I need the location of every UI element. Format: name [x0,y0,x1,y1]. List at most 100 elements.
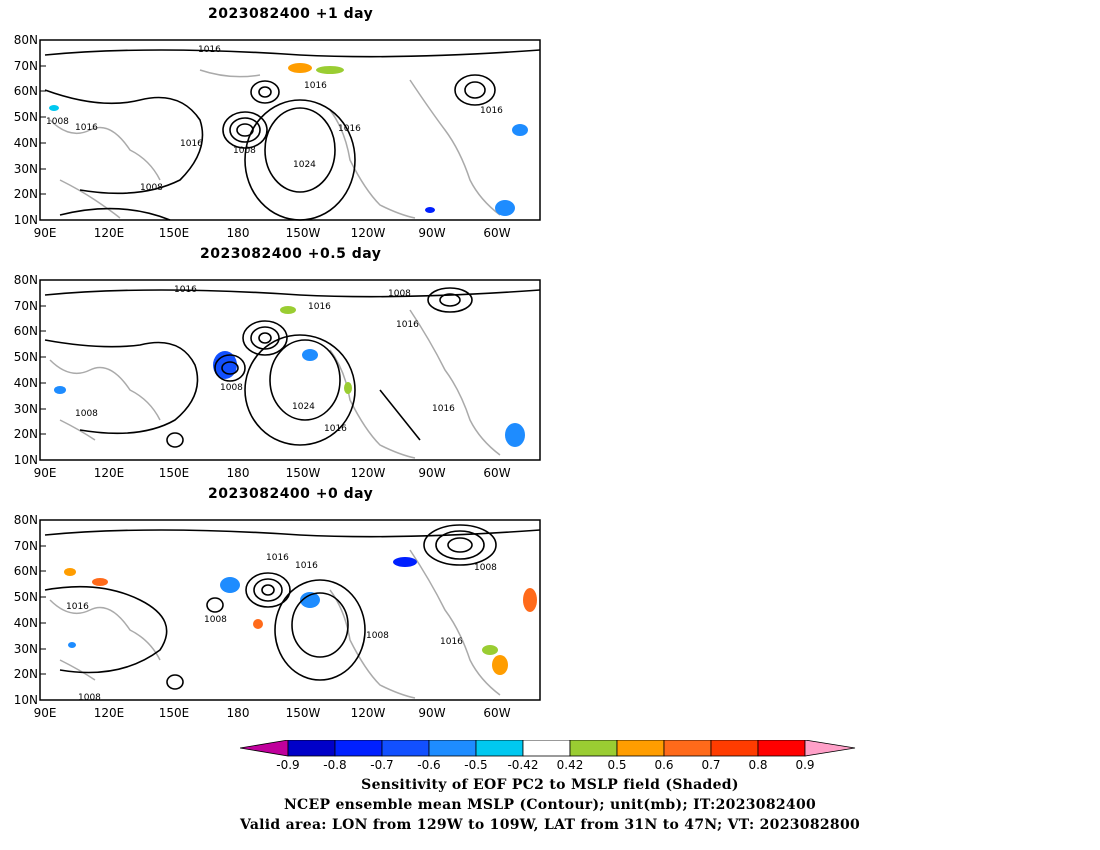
map-frame [39,39,541,221]
lon-labels: 90E 120E 150E 180 150W 120W 90W 60W [34,466,511,480]
colorbar-bin [475,739,524,757]
colorbar-bin [381,739,430,757]
svg-text:50N: 50N [14,110,38,124]
svg-text:90E: 90E [34,466,57,480]
svg-text:1008: 1008 [204,615,227,625]
svg-text:180: 180 [227,706,250,720]
svg-text:1016: 1016 [66,602,89,612]
svg-text:1016: 1016 [432,404,455,414]
svg-text:1008: 1008 [474,563,497,573]
mslp-contours [44,287,541,448]
panel-2-title: 2023082400 +0.5 day [200,246,382,262]
map-frame [39,279,541,461]
svg-text:60W: 60W [483,226,510,240]
svg-text:1016: 1016 [198,45,221,55]
svg-text:20N: 20N [14,667,38,681]
colorbar-bin [428,739,477,757]
svg-text:90W: 90W [418,706,445,720]
colorbar-bin [522,739,571,757]
svg-text:30N: 30N [14,402,38,416]
svg-text:180: 180 [227,466,250,480]
svg-text:60N: 60N [14,84,38,98]
svg-text:90W: 90W [418,226,445,240]
svg-text:90E: 90E [34,706,57,720]
svg-text:1016: 1016 [324,424,347,434]
lat-labels: 80N 70N 60N 50N 40N 30N 20N 10N [14,273,38,467]
svg-text:150E: 150E [159,226,190,240]
svg-text:180: 180 [227,226,250,240]
svg-text:120E: 120E [94,226,125,240]
svg-text:1016: 1016 [295,561,318,571]
contour-labels: 1016 1016 1008 1016 1008 1024 1016 1008 … [75,285,455,434]
svg-text:1008: 1008 [220,383,243,393]
colorbar-bin [616,739,665,757]
svg-text:1016: 1016 [174,285,197,295]
colorbar-bin [710,739,759,757]
svg-text:1008: 1008 [78,693,101,703]
svg-text:40N: 40N [14,376,38,390]
svg-text:-0.7: -0.7 [370,758,393,772]
svg-text:120W: 120W [351,706,386,720]
lat-ticks [40,279,46,461]
svg-text:1008: 1008 [75,409,98,419]
svg-text:150W: 150W [286,226,321,240]
shading [54,306,525,447]
coastlines [49,549,501,699]
map-svg-1: 1016 1008 1016 1016 1008 1024 1016 1008 … [14,33,541,240]
lat-ticks [40,519,46,701]
svg-text:1016: 1016 [440,637,463,647]
svg-text:1008: 1008 [140,183,163,193]
svg-text:0.8: 0.8 [748,758,767,772]
svg-text:0.7: 0.7 [701,758,720,772]
svg-text:50N: 50N [14,350,38,364]
svg-text:0.6: 0.6 [654,758,673,772]
svg-text:1016: 1016 [338,124,361,134]
colorbar-labels: -0.9 -0.8 -0.7 -0.6 -0.5 -0.42 0.42 0.5 … [276,758,814,772]
mslp-contours [44,524,541,690]
svg-text:60W: 60W [483,466,510,480]
coastlines [49,309,501,459]
mslp-contours [44,49,541,221]
svg-text:60N: 60N [14,324,38,338]
svg-text:1024: 1024 [292,402,315,412]
shading [64,557,537,675]
svg-text:70N: 70N [14,59,38,73]
panel-1-title: 2023082400 +1 day [208,6,374,22]
map-svg-3: 1016 1016 1016 1008 1008 1016 1008 1008 … [14,513,541,720]
map-panel-1: 1016 1008 1016 1016 1008 1024 1016 1008 … [0,30,560,270]
svg-text:90E: 90E [34,226,57,240]
caption-line-2: NCEP ensemble mean MSLP (Contour); unit(… [283,797,817,813]
svg-text:50N: 50N [14,590,38,604]
map-panel-3: 1016 1016 1016 1008 1008 1016 1008 1008 … [0,510,560,750]
svg-text:1016: 1016 [304,81,327,91]
colorbar-bin [663,739,712,757]
caption-line-1: Sensitivity of EOF PC2 to MSLP field (Sh… [361,777,739,793]
svg-text:150E: 150E [159,706,190,720]
lat-labels: 80N 70N 60N 50N 40N 30N 20N 10N [14,513,38,707]
svg-text:60W: 60W [483,706,510,720]
colorbar-bin [757,739,806,757]
svg-text:1016: 1016 [180,139,203,149]
svg-text:40N: 40N [14,616,38,630]
lat-ticks [40,39,46,221]
svg-text:1008: 1008 [46,117,69,127]
svg-text:-0.6: -0.6 [417,758,440,772]
svg-text:120W: 120W [351,466,386,480]
contour-labels: 1016 1008 1016 1016 1008 1024 1016 1008 … [46,45,503,193]
lon-labels: 90E 120E 150E 180 150W 120W 90W 60W [34,706,511,720]
colorbar-bin [287,739,336,757]
svg-text:-0.9: -0.9 [276,758,299,772]
svg-text:120E: 120E [94,706,125,720]
svg-text:0.42: 0.42 [557,758,584,772]
svg-text:1016: 1016 [396,320,419,330]
panel-3-title: 2023082400 +0 day [208,486,374,502]
svg-text:1016: 1016 [480,106,503,116]
lon-labels: 90E 120E 150E 180 150W 120W 90W 60W [34,226,511,240]
colorbar-low-arrow [239,739,289,757]
svg-text:150E: 150E [159,466,190,480]
colorbar-high-arrow [804,739,856,757]
svg-text:80N: 80N [14,513,38,527]
map-svg-2: 1016 1016 1008 1016 1008 1024 1016 1008 … [14,273,541,480]
svg-text:120E: 120E [94,466,125,480]
contour-labels: 1016 1016 1016 1008 1008 1016 1008 1008 [66,553,497,703]
